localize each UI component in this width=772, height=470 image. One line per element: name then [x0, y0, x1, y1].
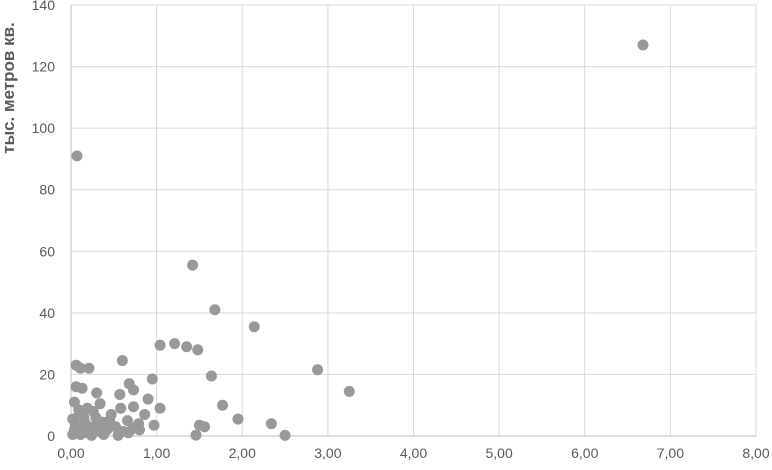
data-point [74, 362, 86, 374]
data-point [116, 355, 128, 367]
x-tick-label: 5,00 [486, 445, 513, 461]
x-tick-label: 4,00 [400, 445, 427, 461]
data-points [67, 39, 649, 441]
data-point [115, 402, 127, 414]
data-point [265, 418, 277, 430]
data-point [128, 401, 140, 413]
data-point [190, 429, 202, 441]
data-point [112, 429, 124, 441]
y-tick-label: 120 [32, 59, 56, 75]
y-tick-label: 40 [39, 305, 55, 321]
data-point [86, 429, 98, 441]
data-point [187, 259, 199, 271]
x-tick-label: 1,00 [143, 445, 170, 461]
data-point [205, 370, 217, 382]
data-point [71, 150, 83, 162]
data-point [83, 362, 95, 374]
data-point [146, 373, 158, 385]
x-tick-labels: 0,00 1,00 2,00 3,00 4,00 5,00 6,00 7,00 8,00 [57, 445, 769, 461]
y-tick-label: 80 [39, 182, 55, 198]
data-point [181, 341, 193, 353]
data-point [134, 424, 145, 436]
data-point [232, 413, 244, 425]
data-point [199, 421, 211, 433]
y-tick-label: 0 [47, 428, 55, 444]
data-point [192, 344, 204, 356]
y-tick-labels: 0 20 40 60 80 100 120 140 [32, 0, 56, 444]
data-point [139, 408, 151, 420]
y-tick-label: 100 [32, 120, 56, 136]
data-point [104, 415, 116, 427]
data-point [68, 424, 80, 436]
data-point [94, 398, 106, 410]
data-point [209, 304, 221, 316]
data-point [76, 382, 88, 394]
y-tick-label: 60 [39, 243, 55, 259]
data-point [312, 364, 324, 376]
x-tick-label: 2,00 [229, 445, 256, 461]
data-point [169, 338, 181, 350]
data-point [279, 429, 291, 441]
x-tick-label: 7,00 [657, 445, 684, 461]
x-tick-label: 8,00 [742, 445, 769, 461]
data-point [343, 385, 355, 397]
data-point [122, 427, 134, 439]
data-point [114, 388, 126, 400]
grid [71, 4, 757, 436]
data-point [148, 419, 160, 431]
data-point [98, 428, 110, 440]
data-point [154, 339, 166, 351]
x-tick-label: 0,00 [57, 445, 84, 461]
data-point [90, 412, 102, 424]
data-point [142, 393, 154, 405]
y-tick-label: 140 [32, 0, 56, 13]
y-axis-label: тыс. метров кв. [0, 22, 18, 154]
data-point [73, 404, 85, 416]
x-tick-label: 6,00 [571, 445, 598, 461]
data-point [217, 399, 229, 411]
data-point [80, 418, 92, 430]
data-point [637, 39, 649, 51]
data-point [154, 402, 166, 414]
data-point [91, 387, 103, 399]
data-point [128, 384, 140, 396]
x-tick-label: 3,00 [314, 445, 341, 461]
data-point [248, 321, 260, 333]
y-tick-label: 20 [39, 366, 55, 382]
